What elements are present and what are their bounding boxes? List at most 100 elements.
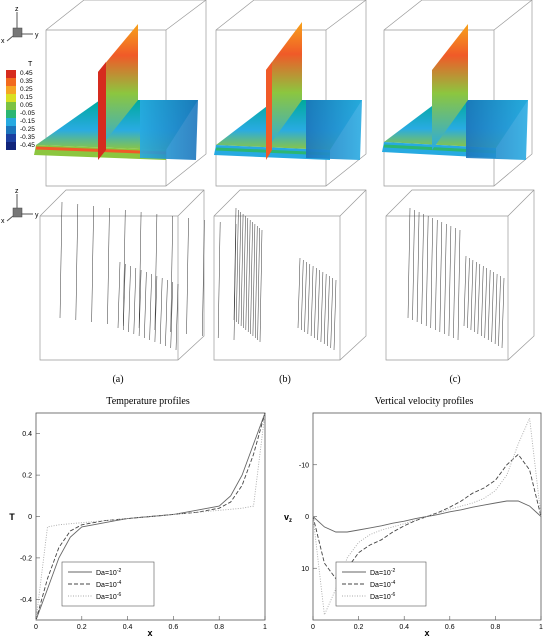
velocity-vector xyxy=(257,227,260,341)
velocity-vector xyxy=(149,273,152,341)
velocity-vector xyxy=(240,213,244,327)
colorbar-swatch xyxy=(6,70,16,78)
velocity-vector xyxy=(159,277,163,345)
velocity-vector xyxy=(491,271,494,343)
colorbar-swatch xyxy=(6,102,16,110)
axes-triad-bottom: z x y xyxy=(1,188,39,225)
velocity-vector xyxy=(238,211,241,325)
x-tick-label: 1 xyxy=(263,624,267,631)
velocity-vector xyxy=(501,277,505,349)
velocity-vector xyxy=(330,277,333,349)
panel-label-b: (b) xyxy=(279,374,291,385)
velocity-vector xyxy=(170,215,173,333)
legend-label: Da=10-2 xyxy=(96,568,121,577)
velocity-vector xyxy=(474,261,477,333)
colorbar-swatch xyxy=(6,110,16,118)
x-tick-label: 0.4 xyxy=(123,624,133,631)
y-tick-label: 0 xyxy=(305,514,309,521)
velocity-vector xyxy=(138,269,142,337)
x-tick-label: 0.8 xyxy=(491,624,501,631)
temperature-cube-c xyxy=(382,0,533,187)
velocity-vector xyxy=(467,257,470,329)
colorbar-level-label: -0.25 xyxy=(20,126,35,133)
velocity-vector xyxy=(327,275,330,347)
colorbar-level-label: -0.15 xyxy=(20,118,35,125)
triad-z-bottom: z xyxy=(15,188,19,195)
velocity-vector xyxy=(170,281,173,349)
legend-label: Da=10-4 xyxy=(96,580,121,589)
velocity-vector xyxy=(252,223,256,337)
x-tick-label: 0.6 xyxy=(169,624,179,631)
y-tick-label: 10 xyxy=(301,566,309,573)
velocity-vector xyxy=(477,263,481,335)
velocity-vector xyxy=(154,213,158,331)
x-tick-label: 0.2 xyxy=(354,624,364,631)
colorbar-level-label: 0.15 xyxy=(20,94,33,101)
velocity-vector xyxy=(138,211,142,329)
temperature-cube-a xyxy=(34,0,207,187)
velocity-vector xyxy=(320,271,324,343)
velocity-vector xyxy=(255,225,258,339)
legend-temperature: Da=10-2 Da=10-4 Da=10-6 xyxy=(61,561,155,607)
colorbar-level-label: -0.05 xyxy=(20,110,35,117)
velocity-vector xyxy=(123,263,126,331)
velocity-vector xyxy=(259,229,263,343)
legend-label: Da=10-6 xyxy=(96,592,121,601)
velocity-vector xyxy=(91,205,94,323)
velocity-vector xyxy=(233,223,237,341)
colorbar-level-label: 0.05 xyxy=(20,102,33,109)
chart-title-temperature: Temperature profiles xyxy=(106,396,190,407)
triad-x: x xyxy=(1,38,5,45)
series-line xyxy=(312,416,542,617)
velocity-vector xyxy=(304,261,307,333)
velocity-vector xyxy=(481,265,484,337)
colorbar-title: T xyxy=(28,61,33,68)
velocity-vector xyxy=(250,221,253,335)
x-tick-label: 1 xyxy=(539,624,543,631)
velocity-chart: Vertical velocity profiles 0 0.2 0.4 0.6 0.8… xyxy=(284,396,543,638)
y-tick-label: 0.2 xyxy=(22,473,32,480)
velocity-vector xyxy=(425,215,429,327)
velocity-vector xyxy=(175,283,179,351)
velocity-vector xyxy=(245,217,249,331)
panel-label-a: (a) xyxy=(112,374,123,385)
velocity-vector xyxy=(487,269,491,341)
triad-z: z xyxy=(15,6,19,13)
x-tick-label: 0 xyxy=(311,624,315,631)
velocity-vector xyxy=(144,271,147,339)
velocity-vector xyxy=(154,275,158,343)
legend-velocity: Da=10-2 Da=10-4 Da=10-6 xyxy=(335,561,427,607)
velocity-vector xyxy=(310,265,314,337)
velocity-vector xyxy=(128,265,131,333)
triad-x-bottom: x xyxy=(1,218,5,225)
triad-y: y xyxy=(35,32,39,39)
x-tick-label: 0 xyxy=(34,624,38,631)
velocity-vector xyxy=(498,275,501,347)
velocity-cube-c xyxy=(385,189,535,361)
velocity-vector xyxy=(407,207,411,319)
velocity-vector xyxy=(217,221,221,339)
velocity-vector xyxy=(123,209,126,327)
y-tick-label: 0.4 xyxy=(22,431,32,438)
x-axis-label-velocity: x xyxy=(424,628,429,638)
x-tick-label: 0.2 xyxy=(77,624,87,631)
velocity-cube-b xyxy=(213,189,367,361)
x-tick-label: 0.6 xyxy=(445,624,455,631)
velocity-vector xyxy=(75,203,79,321)
velocity-vector xyxy=(323,273,327,345)
series-line xyxy=(312,453,542,580)
colorbar-level-label: -0.45 xyxy=(20,142,35,149)
chart-title-velocity: Vertical velocity profiles xyxy=(375,396,474,407)
velocity-vector xyxy=(307,263,311,335)
velocity-vector xyxy=(236,209,239,323)
colorbar-swatch xyxy=(6,78,16,86)
velocity-vector xyxy=(233,207,237,321)
velocity-vector xyxy=(107,207,110,325)
colorbar-level-label: 0.45 xyxy=(20,70,33,77)
velocity-vector xyxy=(297,257,301,329)
legend-label: Da=10-2 xyxy=(370,568,395,577)
velocity-vector xyxy=(457,229,461,341)
colorbar: T 0.450.350.250.150.05-0.05-0.15-0.25-0.… xyxy=(6,61,35,150)
legend-label: Da=10-6 xyxy=(370,592,395,601)
